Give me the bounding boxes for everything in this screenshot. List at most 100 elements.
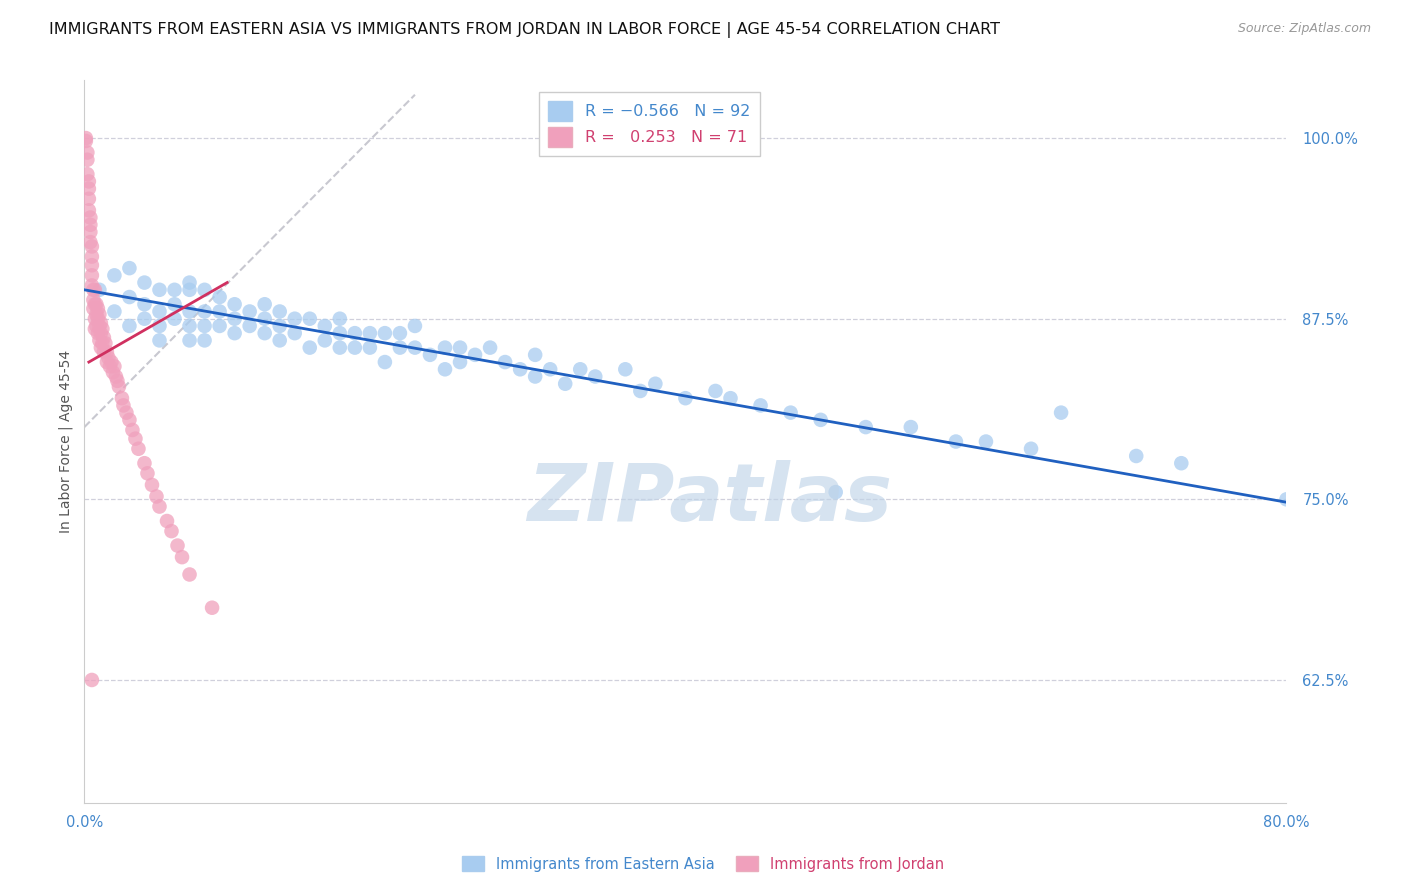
- Point: [127, 442, 149, 456]
- Point: [359, 326, 381, 341]
- Point: [824, 485, 846, 500]
- Point: [208, 304, 231, 318]
- Point: [1170, 456, 1192, 470]
- Point: [224, 297, 246, 311]
- Point: [224, 311, 246, 326]
- Point: [298, 341, 321, 355]
- Point: [720, 391, 742, 405]
- Point: [80, 258, 103, 272]
- Point: [76, 145, 98, 160]
- Point: [77, 174, 100, 188]
- Point: [419, 348, 441, 362]
- Point: [253, 311, 276, 326]
- Point: [1275, 492, 1298, 507]
- Point: [855, 420, 877, 434]
- Point: [388, 341, 411, 355]
- Point: [83, 311, 105, 326]
- Point: [83, 322, 105, 336]
- Text: ZIPatlas: ZIPatlas: [527, 460, 891, 539]
- Point: [201, 600, 224, 615]
- Point: [83, 283, 105, 297]
- Point: [107, 374, 129, 388]
- Point: [404, 318, 426, 333]
- Point: [194, 318, 217, 333]
- Point: [524, 369, 547, 384]
- Point: [163, 297, 186, 311]
- Point: [179, 276, 201, 290]
- Point: [464, 348, 486, 362]
- Point: [89, 307, 111, 321]
- Point: [343, 341, 366, 355]
- Point: [91, 322, 114, 336]
- Point: [79, 211, 101, 225]
- Point: [148, 318, 170, 333]
- Point: [749, 398, 772, 412]
- Point: [675, 391, 697, 405]
- Point: [704, 384, 727, 398]
- Point: [103, 359, 125, 374]
- Point: [163, 311, 186, 326]
- Point: [284, 311, 307, 326]
- Point: [80, 239, 103, 253]
- Point: [97, 351, 120, 365]
- Point: [974, 434, 997, 449]
- Point: [314, 334, 336, 348]
- Point: [298, 311, 321, 326]
- Point: [108, 379, 131, 393]
- Point: [163, 283, 186, 297]
- Point: [100, 355, 122, 369]
- Point: [404, 341, 426, 355]
- Point: [583, 369, 606, 384]
- Point: [1125, 449, 1147, 463]
- Point: [93, 345, 115, 359]
- Point: [810, 413, 832, 427]
- Point: [179, 567, 201, 582]
- Point: [77, 182, 100, 196]
- Point: [343, 326, 366, 341]
- Point: [166, 539, 188, 553]
- Point: [80, 268, 103, 283]
- Point: [628, 384, 651, 398]
- Point: [82, 293, 104, 307]
- Point: [179, 304, 201, 318]
- Point: [208, 318, 231, 333]
- Point: [329, 341, 352, 355]
- Point: [179, 283, 201, 297]
- Point: [134, 456, 156, 470]
- Point: [449, 341, 471, 355]
- Point: [148, 334, 170, 348]
- Point: [224, 326, 246, 341]
- Point: [83, 297, 105, 311]
- Text: IMMIGRANTS FROM EASTERN ASIA VS IMMIGRANTS FROM JORDAN IN LABOR FORCE | AGE 45-5: IMMIGRANTS FROM EASTERN ASIA VS IMMIGRAN…: [49, 22, 1000, 38]
- Point: [86, 318, 108, 333]
- Point: [75, 131, 97, 145]
- Point: [87, 301, 110, 316]
- Point: [900, 420, 922, 434]
- Point: [112, 398, 135, 412]
- Point: [96, 345, 118, 359]
- Point: [118, 413, 141, 427]
- Point: [388, 326, 411, 341]
- Point: [374, 326, 396, 341]
- Point: [239, 304, 262, 318]
- Point: [80, 673, 103, 687]
- Point: [509, 362, 531, 376]
- Point: [134, 311, 156, 326]
- Point: [111, 391, 134, 405]
- Point: [156, 514, 179, 528]
- Point: [115, 406, 138, 420]
- Point: [136, 467, 159, 481]
- Point: [77, 203, 100, 218]
- Point: [96, 355, 118, 369]
- Point: [82, 283, 104, 297]
- Point: [148, 500, 170, 514]
- Point: [134, 276, 156, 290]
- Point: [434, 362, 457, 376]
- Point: [449, 355, 471, 369]
- Point: [538, 362, 561, 376]
- Point: [253, 326, 276, 341]
- Point: [269, 334, 291, 348]
- Point: [118, 318, 141, 333]
- Point: [1019, 442, 1042, 456]
- Point: [103, 268, 125, 283]
